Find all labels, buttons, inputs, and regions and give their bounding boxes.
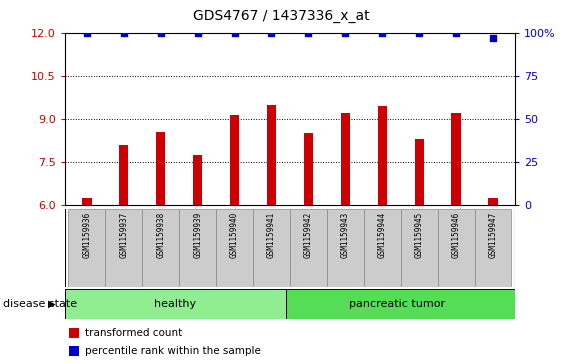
Point <box>156 30 165 36</box>
Bar <box>452 113 461 205</box>
Bar <box>179 209 216 287</box>
Point <box>119 30 128 36</box>
Text: pancreatic tumor: pancreatic tumor <box>349 299 445 309</box>
Bar <box>327 209 364 287</box>
Point <box>267 30 276 36</box>
Point <box>230 30 239 36</box>
Bar <box>414 139 424 205</box>
Text: healthy: healthy <box>154 299 196 309</box>
Point <box>489 35 498 41</box>
Bar <box>290 209 327 287</box>
Text: GSM1159941: GSM1159941 <box>267 212 276 258</box>
Bar <box>82 198 92 205</box>
Text: GSM1159945: GSM1159945 <box>415 212 424 258</box>
Point <box>341 30 350 36</box>
Bar <box>304 133 313 205</box>
Text: GSM1159944: GSM1159944 <box>378 212 387 258</box>
Bar <box>378 106 387 205</box>
Text: GSM1159938: GSM1159938 <box>156 212 165 258</box>
Text: transformed count: transformed count <box>85 328 182 338</box>
Text: ▶: ▶ <box>48 299 55 309</box>
Bar <box>216 209 253 287</box>
Bar <box>488 198 498 205</box>
Point <box>193 30 202 36</box>
Text: GSM1159943: GSM1159943 <box>341 212 350 258</box>
Point <box>304 30 313 36</box>
Bar <box>341 113 350 205</box>
Text: percentile rank within the sample: percentile rank within the sample <box>85 346 261 356</box>
Point <box>415 30 424 36</box>
Bar <box>142 209 179 287</box>
Text: disease state: disease state <box>3 299 77 309</box>
Point <box>378 30 387 36</box>
Bar <box>286 289 515 319</box>
Bar <box>65 289 286 319</box>
Text: GSM1159947: GSM1159947 <box>489 212 498 258</box>
Bar <box>69 346 79 356</box>
Text: GDS4767 / 1437336_x_at: GDS4767 / 1437336_x_at <box>193 9 370 23</box>
Point <box>82 30 91 36</box>
Text: GSM1159942: GSM1159942 <box>304 212 313 258</box>
Text: GSM1159940: GSM1159940 <box>230 212 239 258</box>
Bar <box>193 155 202 205</box>
Point <box>452 30 461 36</box>
Text: GSM1159936: GSM1159936 <box>82 212 91 258</box>
Bar <box>69 328 79 338</box>
Bar <box>69 209 105 287</box>
Bar <box>253 209 290 287</box>
Text: GSM1159946: GSM1159946 <box>452 212 461 258</box>
Bar <box>364 209 401 287</box>
Text: GSM1159939: GSM1159939 <box>193 212 202 258</box>
Text: GSM1159937: GSM1159937 <box>119 212 128 258</box>
Bar <box>475 209 511 287</box>
Bar <box>119 145 128 205</box>
Bar <box>267 105 276 205</box>
Bar <box>437 209 475 287</box>
Bar <box>230 115 239 205</box>
Bar <box>401 209 437 287</box>
Bar <box>105 209 142 287</box>
Bar <box>156 132 166 205</box>
